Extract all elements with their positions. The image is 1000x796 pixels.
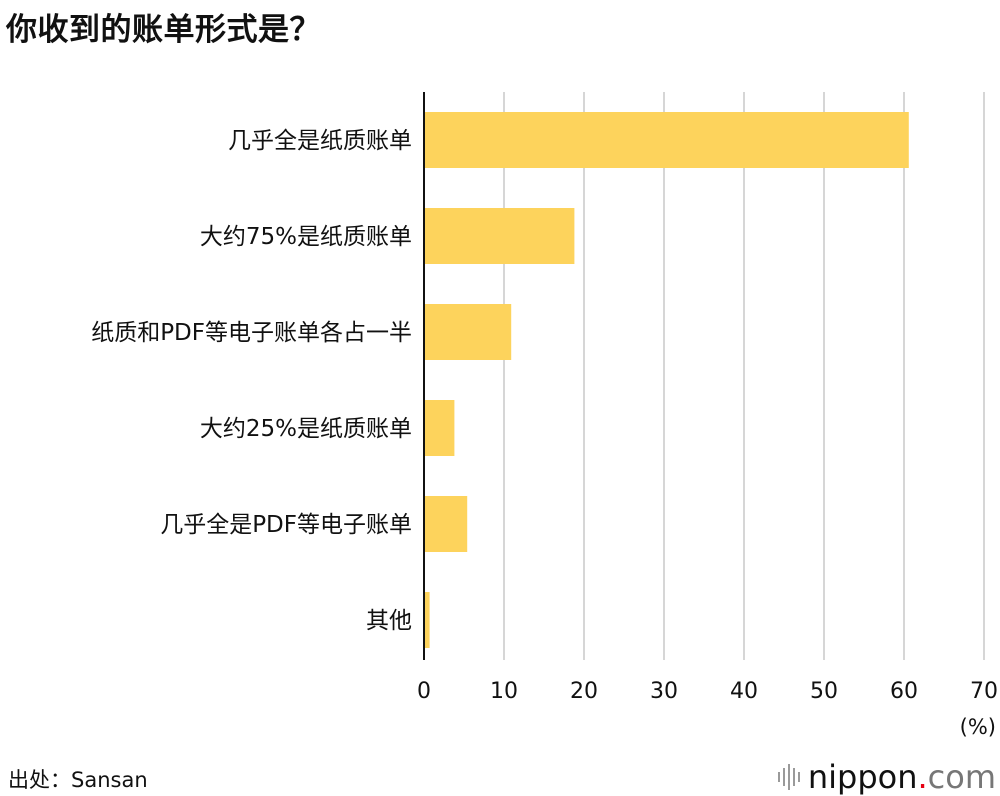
x-tick-label: 70: [970, 679, 998, 704]
category-label: 几乎全是纸质账单: [228, 128, 412, 154]
x-tick-label: 0: [417, 679, 431, 704]
bar-2: [424, 304, 512, 360]
logo-text: nippon.com: [808, 758, 996, 796]
category-labels: 几乎全是纸质账单大约75%是纸质账单纸质和PDF等电子账单各占一半大约25%是纸…: [91, 128, 412, 634]
x-tick-labels: 0 10 20 30 40 50 60 70: [417, 679, 998, 704]
bar-5: [424, 592, 430, 648]
logo-bars-icon: [777, 762, 800, 792]
x-tick-label: 30: [650, 679, 678, 704]
x-tick-label: 50: [810, 679, 838, 704]
bar-0: [424, 112, 909, 168]
bar-3: [424, 400, 455, 456]
category-label: 其他: [366, 608, 412, 634]
x-axis-unit-label: (%): [960, 715, 996, 739]
logo-dot: .: [917, 758, 928, 796]
source-note: 出处：Sansan: [8, 768, 148, 792]
category-label: 大约75%是纸质账单: [200, 224, 412, 250]
bars: [424, 112, 909, 648]
logo-name: nippon: [807, 758, 918, 796]
x-tick-label: 10: [490, 679, 518, 704]
bar-4: [424, 496, 468, 552]
grid-lines: [503, 92, 985, 660]
x-tick-label: 60: [890, 679, 918, 704]
category-label: 纸质和PDF等电子账单各占一半: [91, 320, 412, 346]
bar-1: [424, 208, 575, 264]
x-tick-label: 40: [730, 679, 758, 704]
logo-tld: com: [927, 758, 996, 796]
category-label: 几乎全是PDF等电子账单: [160, 512, 412, 538]
category-label: 大约25%是纸质账单: [200, 416, 412, 442]
x-tick-label: 20: [570, 679, 598, 704]
nippon-logo: nippon.com: [777, 758, 996, 796]
chart-title: 你收到的账单形式是？: [6, 12, 321, 48]
